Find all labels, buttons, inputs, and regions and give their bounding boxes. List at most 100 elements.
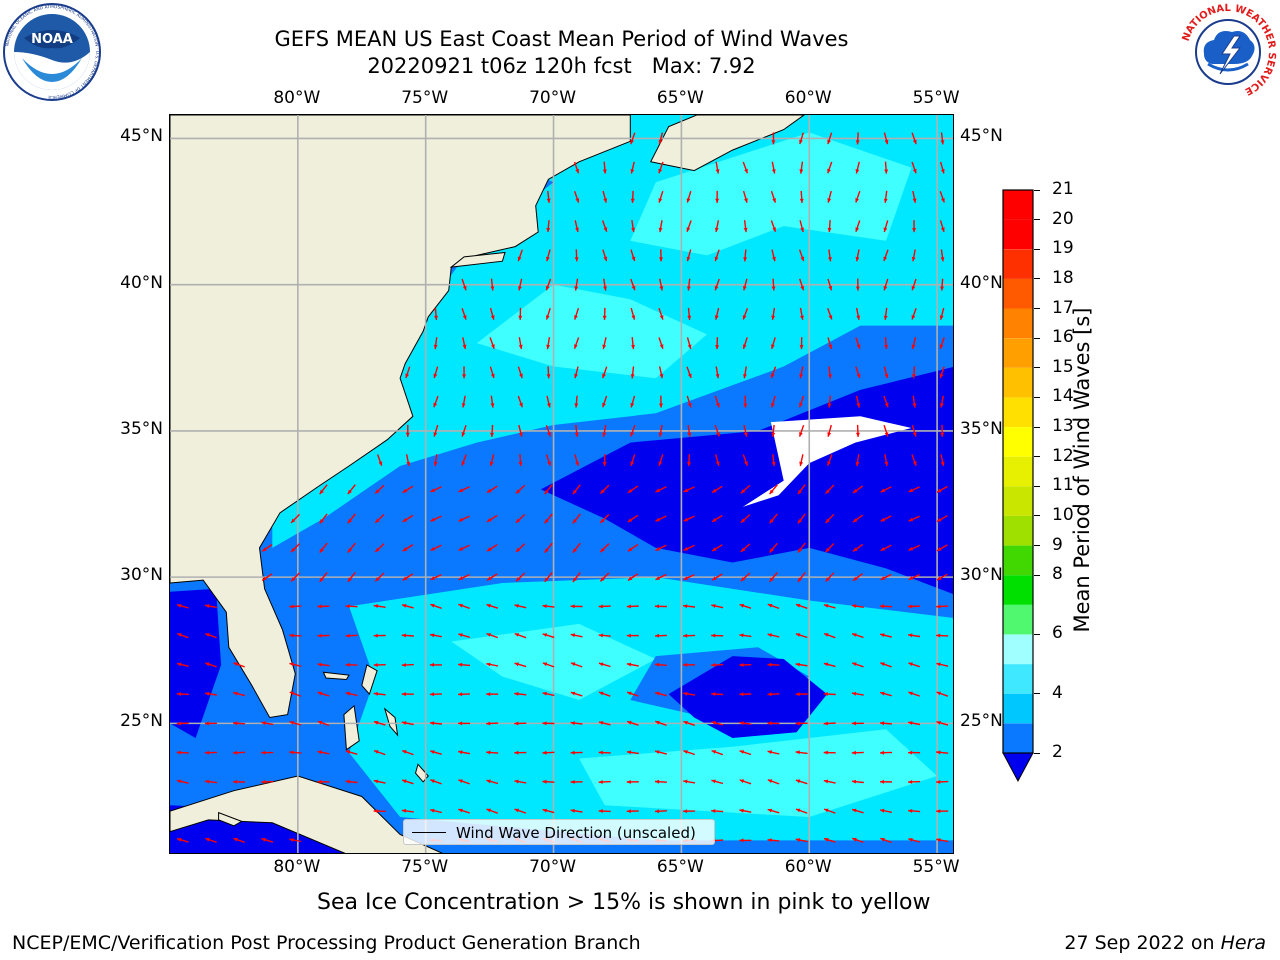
arrow-head [461,403,466,408]
arrow-head [626,662,632,667]
wave-direction-arrow [908,486,920,493]
arrow-head [627,576,633,581]
wave-direction-arrow [884,161,889,174]
arrow-head [374,750,379,754]
arrow-head [795,808,801,813]
arrow-head [800,315,804,320]
arrow-head [880,633,885,638]
wave-direction-arrow [799,220,804,233]
wave-direction-arrow [911,337,917,350]
arrow-head [574,315,578,320]
land-andros [343,704,360,751]
arrow-head [602,373,606,379]
arrow-head [823,779,829,784]
wave-direction-arrow [883,366,889,379]
arrow-head [711,779,716,784]
wave-direction-arrow [401,604,414,609]
wave-direction-arrow [795,779,808,785]
arrow-head [828,257,832,262]
wave-direction-arrow [880,573,892,581]
arrow-head [880,517,886,522]
wave-direction-arrow [261,573,273,582]
wave-direction-arrow [936,691,949,697]
wave-direction-arrow [545,454,552,467]
wave-direction-arrow [936,780,949,784]
wave-direction-arrow [683,662,696,667]
arrow-head [233,750,238,755]
arrow-head [375,518,380,523]
wave-direction-arrow [825,572,835,582]
wave-direction-arrow [402,544,414,552]
arrow-head [430,779,435,784]
colorbar-segment [1003,575,1033,605]
arrow-head [630,374,635,379]
wave-direction-arrow [911,278,917,291]
title-line-2: 20220921 t06z 120h fcst Max: 7.92 [367,54,756,78]
wave-direction-arrow [908,574,920,581]
wave-direction-arrow [855,132,860,145]
wave-direction-arrow [598,809,611,813]
arrow-head [884,432,889,437]
wave-direction-arrow [939,307,945,320]
colorbar-segment [1003,367,1033,398]
legend-label: Wind Wave Direction (unscaled) [456,824,696,842]
wave-direction-arrow [658,307,664,320]
wave-direction-arrow [602,190,608,203]
arrow-head [827,168,831,174]
wave-direction-arrow [347,484,356,495]
wave-direction-arrow [795,808,808,814]
wave-direction-arrow [433,395,439,408]
arrow-head [627,720,632,725]
arrow-head [570,662,576,667]
arrow-head [177,604,182,608]
arrow-head [544,577,549,582]
wave-direction-arrow [912,395,917,408]
wave-direction-arrow [570,604,583,609]
colorbar-tick-mark [1034,752,1040,754]
arrow-head [401,692,406,697]
wave-period-map [170,115,953,853]
arrow-head [825,518,830,523]
wave-direction-arrow [347,571,356,583]
arrow-head [855,461,860,467]
wave-direction-arrow [799,161,804,174]
arrow-head [687,344,692,349]
wave-direction-arrow [176,662,189,667]
arrow-head [823,692,828,696]
wave-direction-arrow [714,220,720,233]
wave-direction-arrow [405,366,411,379]
arrow-head [856,432,860,437]
colorbar-tick-label: 6 [1052,623,1063,644]
arrow-head [630,432,634,437]
wave-direction-arrow [546,190,551,203]
arrow-head [658,198,663,203]
colorbar-tick-label: 8 [1052,564,1063,585]
wave-direction-arrow [458,573,470,581]
wave-direction-arrow [570,721,583,726]
wave-direction-arrow [317,720,330,727]
arrow-head [908,488,914,492]
arrow-head [345,604,350,609]
arrow-head [542,604,547,609]
arrow-head [516,518,521,523]
wave-direction-arrow [599,572,610,582]
arrow-head [486,721,491,726]
wave-direction-arrow [176,779,189,784]
arrow-head [686,227,691,232]
arrow-head [262,576,267,581]
arrow-head [936,633,941,638]
wave-direction-arrow [654,662,667,667]
wave-direction-arrow [176,692,189,696]
arrow-head [317,604,322,609]
wave-direction-arrow [855,454,860,467]
arrow-head [402,779,407,784]
wave-direction-arrow [711,544,723,552]
arrow-head [686,198,691,203]
wave-direction-arrow [598,691,611,697]
arrow-head [486,750,491,755]
wave-direction-arrow [574,454,579,467]
colorbar-tick-label: 4 [1052,682,1063,703]
wave-direction-arrow [515,543,526,553]
arrow-head [883,198,888,203]
colorbar-segment [1003,249,1033,279]
